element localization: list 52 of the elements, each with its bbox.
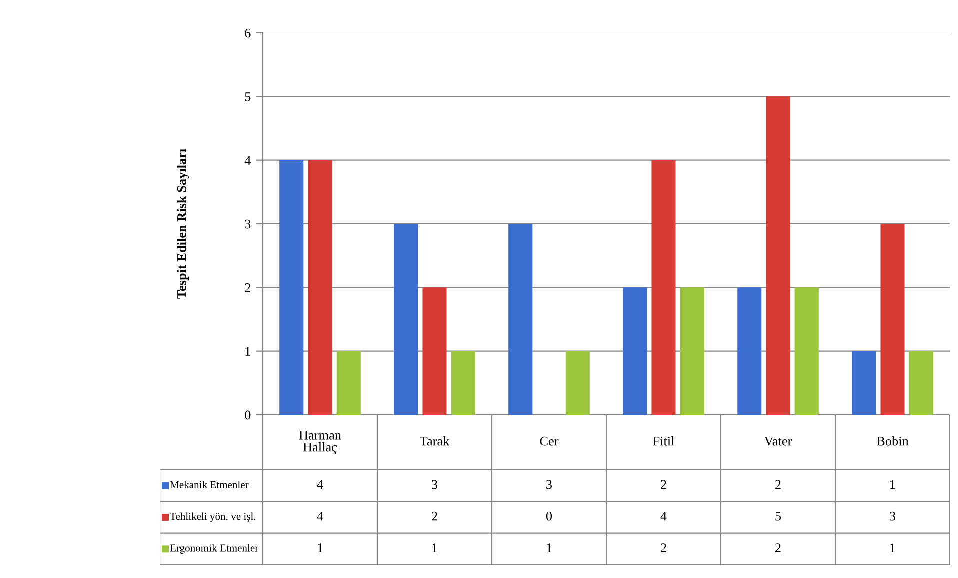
bar — [336, 351, 361, 415]
bar — [566, 351, 590, 415]
x-tick-label: Fitil — [653, 436, 674, 446]
legend-label: Tehlikeli yön. ve işl. — [170, 512, 256, 522]
bar — [738, 288, 762, 415]
bar — [909, 351, 934, 415]
bar — [508, 224, 533, 415]
x-tick-label: Bobin — [877, 436, 909, 446]
data-label: 2 — [432, 512, 438, 521]
data-label: 1 — [547, 544, 552, 552]
x-tick-label: Tarak — [420, 436, 450, 446]
data-label: 4 — [317, 480, 324, 490]
data-label: 4 — [660, 512, 667, 521]
data-label: 5 — [776, 512, 782, 521]
bar — [852, 351, 876, 415]
bar — [623, 288, 648, 415]
bar — [652, 160, 676, 415]
data-label: 2 — [776, 480, 781, 490]
bar — [308, 160, 332, 415]
x-tick-label: Harman Hallaç — [299, 431, 342, 454]
data-label: 2 — [661, 544, 666, 552]
bar — [280, 160, 304, 415]
bar — [422, 288, 447, 415]
data-label: 0 — [546, 512, 552, 521]
data-label: 4 — [317, 512, 324, 521]
y-tick-label: 2 — [245, 284, 250, 292]
data-label: 2 — [661, 480, 666, 490]
y-tick-label: 1 — [246, 347, 250, 356]
data-label: 1 — [890, 544, 896, 552]
legend-label: Mekanik Etmenler — [170, 481, 249, 488]
y-tick-label: 6 — [245, 28, 251, 38]
y-tick-label: 5 — [245, 92, 251, 102]
x-tick-label: Cer — [540, 436, 559, 446]
y-tick-label: 0 — [245, 410, 251, 420]
y-tick-label: 3 — [245, 220, 251, 229]
bar — [394, 224, 418, 415]
bar — [794, 288, 819, 415]
data-label: 3 — [546, 480, 552, 490]
y-axis-title: Tespit Edilen Risk Sayıları — [177, 149, 190, 299]
bar — [766, 96, 790, 415]
x-tick-label: Vater — [764, 437, 792, 446]
data-label: 1 — [318, 544, 323, 552]
data-label: 2 — [776, 544, 781, 552]
data-label: 3 — [890, 512, 896, 521]
legend-label: Ergonomik Etmenler — [170, 544, 259, 554]
data-label: 1 — [890, 480, 896, 490]
y-tick-label: 4 — [244, 156, 251, 165]
bar — [451, 351, 476, 415]
bar — [680, 288, 704, 415]
data-label: 1 — [432, 544, 438, 552]
bar — [880, 224, 905, 415]
data-label: 3 — [432, 480, 438, 490]
